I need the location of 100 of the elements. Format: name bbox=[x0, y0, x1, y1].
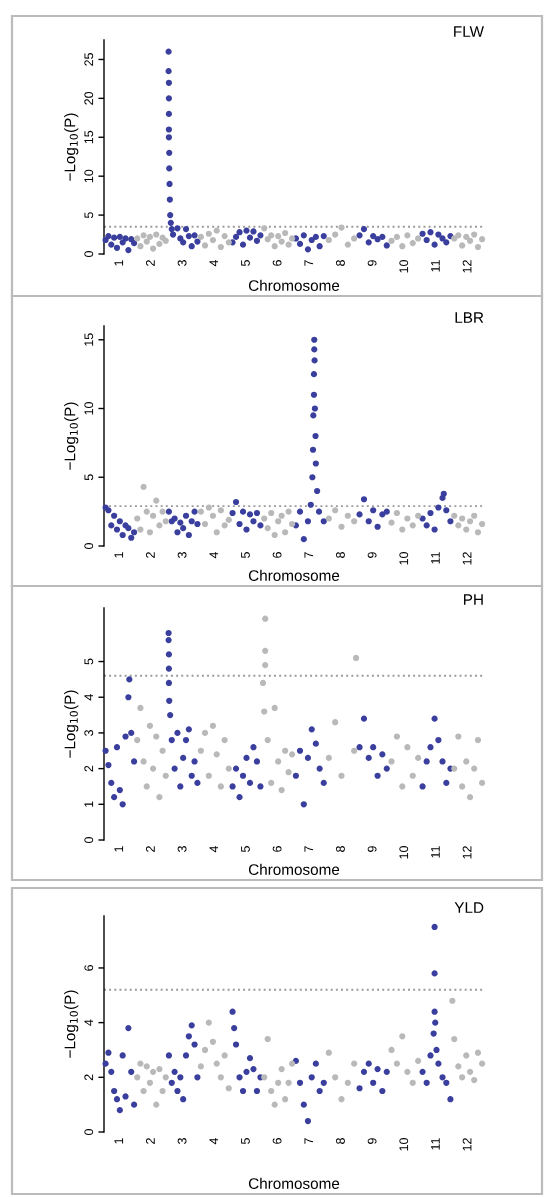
point bbox=[278, 1066, 285, 1073]
point bbox=[271, 1101, 278, 1108]
point bbox=[140, 483, 147, 490]
point bbox=[409, 1079, 416, 1086]
point bbox=[221, 522, 228, 529]
point bbox=[474, 736, 482, 744]
point bbox=[431, 970, 438, 977]
point bbox=[213, 1060, 220, 1067]
point bbox=[399, 526, 406, 533]
point bbox=[140, 1087, 147, 1095]
point bbox=[268, 509, 275, 517]
point bbox=[188, 1022, 195, 1029]
point bbox=[268, 232, 275, 239]
point bbox=[383, 1068, 390, 1075]
point bbox=[449, 997, 456, 1004]
point bbox=[156, 794, 163, 801]
point bbox=[278, 238, 285, 245]
point bbox=[288, 751, 296, 758]
point bbox=[285, 769, 292, 776]
point bbox=[474, 243, 482, 251]
point bbox=[312, 1060, 319, 1067]
point bbox=[162, 1074, 169, 1081]
point bbox=[149, 765, 157, 772]
point bbox=[174, 1087, 181, 1095]
point bbox=[459, 242, 466, 249]
point bbox=[156, 522, 163, 529]
point bbox=[463, 526, 470, 533]
point bbox=[217, 783, 224, 790]
point bbox=[168, 1079, 175, 1086]
point bbox=[316, 1087, 323, 1095]
point bbox=[365, 1060, 372, 1067]
point bbox=[159, 1087, 166, 1095]
point bbox=[159, 508, 166, 515]
point bbox=[300, 1101, 307, 1108]
point bbox=[253, 1087, 261, 1095]
point bbox=[264, 1035, 271, 1043]
point bbox=[108, 1068, 115, 1075]
point bbox=[388, 1046, 395, 1054]
point bbox=[344, 512, 351, 519]
point bbox=[264, 236, 271, 243]
point bbox=[171, 1068, 178, 1075]
point bbox=[451, 1035, 458, 1043]
point bbox=[262, 647, 269, 654]
point bbox=[466, 794, 474, 801]
point bbox=[217, 507, 224, 514]
point bbox=[344, 241, 351, 248]
point bbox=[134, 515, 141, 522]
point bbox=[399, 783, 406, 790]
point bbox=[156, 1066, 163, 1073]
point bbox=[459, 515, 466, 522]
point bbox=[463, 1052, 470, 1059]
point bbox=[221, 736, 228, 744]
point bbox=[102, 1060, 109, 1067]
point bbox=[213, 751, 220, 758]
point bbox=[268, 779, 275, 786]
point bbox=[137, 526, 144, 533]
point bbox=[356, 1085, 363, 1092]
point bbox=[182, 1052, 190, 1059]
point bbox=[239, 1087, 247, 1095]
point bbox=[338, 1096, 345, 1103]
point bbox=[261, 225, 268, 232]
point bbox=[243, 1068, 250, 1075]
point bbox=[261, 515, 268, 522]
point bbox=[404, 232, 411, 239]
point bbox=[262, 662, 269, 669]
point bbox=[116, 1107, 123, 1114]
point bbox=[409, 240, 416, 247]
point bbox=[433, 1046, 440, 1054]
point bbox=[143, 238, 150, 245]
point bbox=[197, 1063, 205, 1070]
point bbox=[393, 733, 401, 740]
point bbox=[404, 1068, 411, 1075]
point bbox=[213, 227, 220, 234]
point bbox=[455, 232, 462, 239]
point bbox=[471, 231, 478, 238]
point bbox=[201, 520, 209, 528]
point bbox=[285, 1079, 292, 1086]
point bbox=[351, 518, 358, 525]
point bbox=[404, 744, 411, 751]
point bbox=[197, 508, 205, 515]
point bbox=[296, 1079, 304, 1086]
point bbox=[105, 1049, 112, 1056]
point bbox=[122, 1093, 129, 1100]
point bbox=[285, 508, 292, 515]
point bbox=[415, 235, 422, 242]
point bbox=[404, 515, 411, 522]
point bbox=[304, 1117, 312, 1125]
point bbox=[137, 704, 144, 712]
point bbox=[432, 1019, 439, 1026]
point bbox=[229, 1008, 236, 1015]
point bbox=[275, 1079, 282, 1086]
point bbox=[197, 747, 205, 754]
point bbox=[146, 233, 154, 240]
point bbox=[325, 236, 332, 244]
point bbox=[134, 1074, 141, 1081]
point bbox=[415, 1057, 422, 1065]
point bbox=[153, 497, 160, 504]
point bbox=[466, 237, 474, 244]
point bbox=[352, 654, 360, 662]
point bbox=[268, 1087, 275, 1095]
